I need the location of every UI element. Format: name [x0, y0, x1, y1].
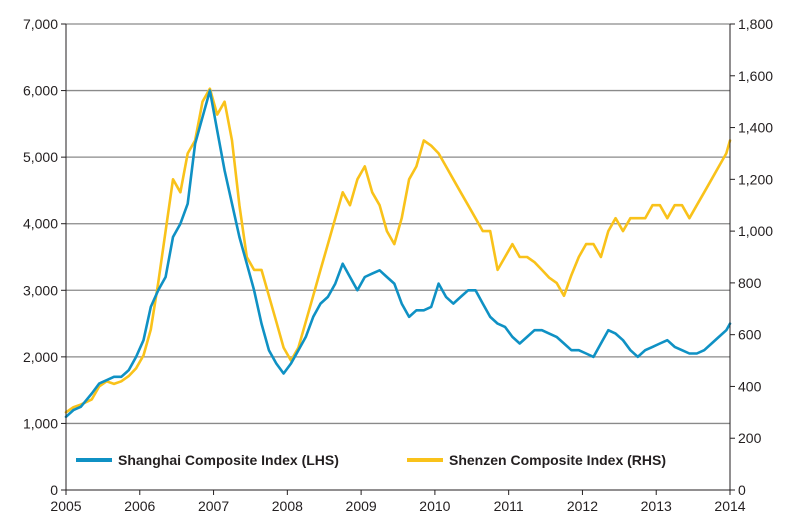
x-tick-label: 2007 [198, 498, 229, 514]
x-tick-label: 2013 [641, 498, 672, 514]
right-tick-label: 1,600 [738, 68, 773, 84]
axes [65, 24, 731, 491]
left-tick-label: 3,000 [23, 282, 58, 298]
left-tick-label: 2,000 [23, 349, 58, 365]
legend: Shanghai Composite Index (LHS) Shenzen Co… [76, 452, 666, 468]
x-tick-label: 2010 [419, 498, 450, 514]
x-tick-label: 2009 [346, 498, 377, 514]
legend-label-shanghai: Shanghai Composite Index (LHS) [118, 452, 339, 468]
shenzen-composite-line [64, 87, 732, 414]
right-tick-label: 1,000 [738, 223, 773, 239]
right-tick-label: 800 [738, 275, 762, 291]
left-tick-label: 6,000 [23, 83, 58, 99]
right-tick-label: 600 [738, 327, 762, 343]
x-tick-label: 2006 [124, 498, 155, 514]
left-tick-label: 0 [50, 482, 58, 498]
legend-label-shenzen: Shenzen Composite Index (RHS) [449, 452, 666, 468]
x-tick-label: 2005 [50, 498, 81, 514]
series-layer [64, 87, 732, 419]
left-tick-label: 5,000 [23, 149, 58, 165]
left-axis-ticks: 0 1,000 2,000 3,000 4,000 5,000 6,000 7,000 [23, 16, 66, 498]
right-tick-label: 1,800 [738, 16, 773, 32]
right-tick-label: 1,200 [738, 171, 773, 187]
right-axis-ticks: 0 200 400 600 800 1,000 1,200 1,400 1,600 1,800 [730, 16, 773, 498]
left-tick-label: 4,000 [23, 216, 58, 232]
right-tick-label: 200 [738, 430, 762, 446]
right-tick-label: 400 [738, 378, 762, 394]
x-tick-label: 2012 [567, 498, 598, 514]
left-tick-label: 7,000 [23, 16, 58, 32]
shanghai-composite-line [64, 89, 732, 419]
x-tick-label: 2011 [494, 498, 524, 514]
right-tick-label: 0 [738, 482, 746, 498]
right-tick-label: 1,400 [738, 120, 773, 136]
x-axis-ticks: 2005 2006 2007 2008 2009 2010 2011 2012 2013 2014 [50, 490, 746, 514]
left-tick-label: 1,000 [23, 415, 58, 431]
x-tick-label: 2008 [272, 498, 303, 514]
x-tick-label: 2014 [714, 498, 745, 514]
